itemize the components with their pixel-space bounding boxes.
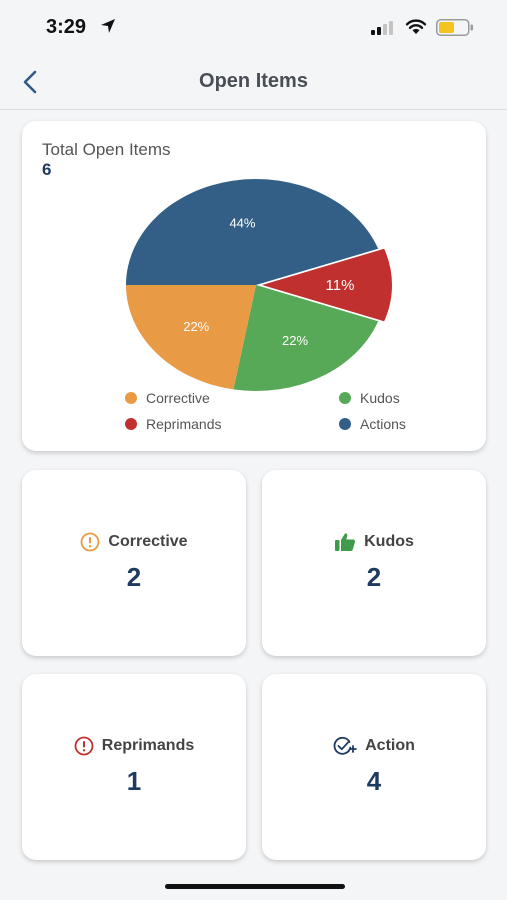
reprimands-label: Reprimands	[101, 737, 195, 754]
legend-item-corrective: Corrective	[125, 390, 210, 406]
reprimands-count: 1	[126, 766, 142, 796]
kudos-card[interactable]: Kudos 2	[262, 470, 486, 656]
wifi-icon	[405, 19, 427, 34]
legend-dot-kudos	[339, 392, 351, 404]
chart-title: Total Open Items	[42, 140, 171, 159]
legend-dot-corrective	[125, 392, 137, 404]
reprimands-card[interactable]: Reprimands 1	[22, 674, 246, 860]
legend-label-kudos: Kudos	[360, 390, 400, 406]
corrective-count: 2	[126, 562, 142, 592]
pie-label-corrective: 22%	[183, 319, 209, 334]
pie-slice-actions	[126, 178, 379, 285]
legend-item-kudos: Kudos	[339, 390, 400, 406]
legend-item-actions: Actions	[339, 416, 406, 432]
check-circle-plus-icon	[333, 736, 358, 755]
chevron-left-icon	[23, 70, 37, 94]
legend-dot-reprimands	[125, 418, 137, 430]
legend-label-corrective: Corrective	[146, 390, 210, 406]
pie-chart: 44% 11% 22% 22%	[126, 178, 392, 391]
thumbs-up-icon	[335, 533, 356, 551]
battery-icon	[436, 19, 473, 36]
legend-dot-actions	[339, 418, 351, 430]
corrective-card[interactable]: Corrective 2	[22, 470, 246, 656]
pie-slice-corrective	[126, 285, 256, 390]
total-count: 6	[42, 160, 52, 179]
pie-label-reprimands: 11%	[326, 277, 355, 294]
home-indicator	[165, 884, 345, 889]
action-card[interactable]: Action 4	[262, 674, 486, 860]
pie-slice-kudos	[233, 285, 379, 391]
pie-label-kudos: 22%	[282, 333, 308, 348]
action-count: 4	[366, 766, 382, 796]
location-arrow-icon	[101, 19, 115, 33]
pie-label-actions: 44%	[229, 215, 255, 230]
legend-label-reprimands: Reprimands	[146, 416, 222, 432]
kudos-label: Kudos	[364, 533, 414, 550]
cellular-signal-icon	[371, 21, 393, 35]
total-open-items-card: Total Open Items 6 44% 11% 22% 22% Correcti…	[22, 121, 486, 451]
legend-item-reprimands: Reprimands	[125, 416, 221, 432]
alert-circle-icon	[74, 736, 94, 756]
back-button[interactable]	[14, 66, 46, 98]
pie-slice-reprimands	[262, 248, 392, 322]
legend-label-actions: Actions	[360, 416, 406, 432]
status-time: 3:29	[46, 16, 87, 38]
kudos-count: 2	[366, 562, 382, 592]
corrective-label: Corrective	[108, 533, 188, 550]
nav-bar: Open Items	[0, 56, 507, 110]
action-label: Action	[365, 737, 415, 754]
alert-circle-icon	[81, 532, 100, 552]
page-title: Open Items	[199, 70, 308, 92]
status-bar: 3:29	[0, 0, 507, 56]
